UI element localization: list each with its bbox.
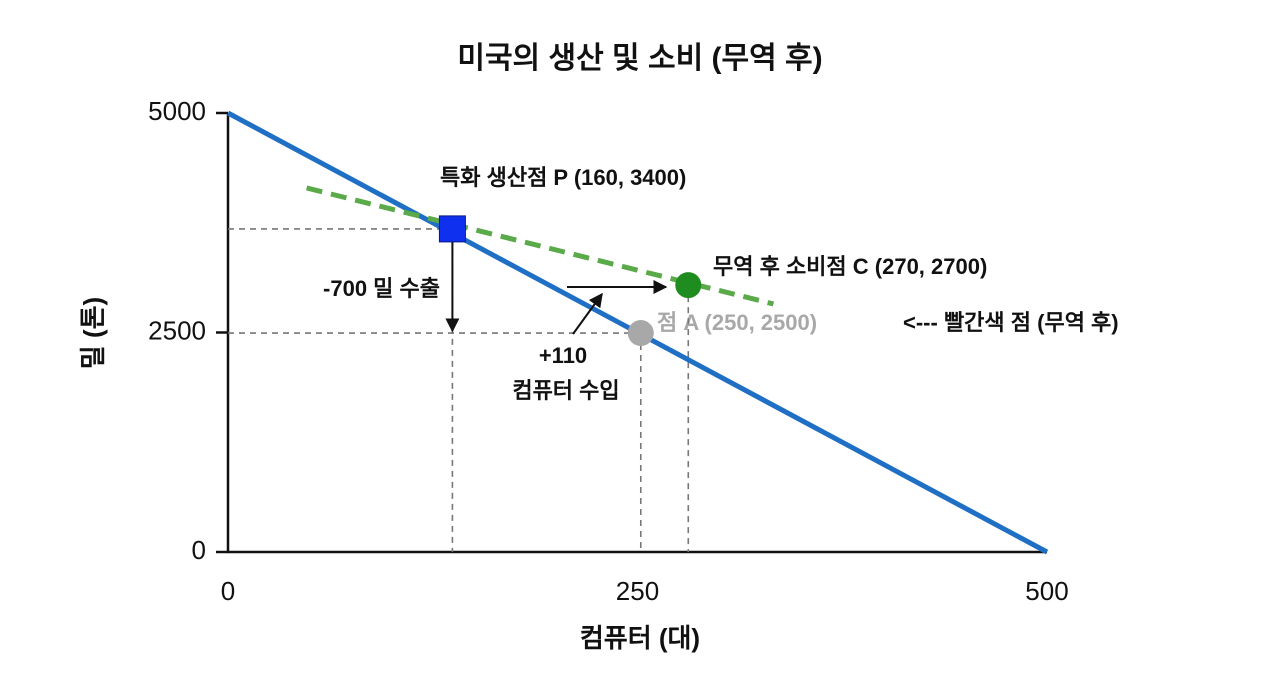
x-axis-label: 컴퓨터 (대) [580, 623, 700, 653]
annotation: 특화 생산점 P (160, 3400) [440, 165, 686, 190]
x-tick-label: 250 [616, 576, 659, 606]
annotation: <--- 빨간색 점 (무역 후) [903, 310, 1119, 335]
point-marker [627, 320, 654, 347]
point-marker [438, 215, 466, 243]
arrow [572, 292, 603, 335]
annotation: -700 밀 수출 [323, 276, 440, 301]
chart-title: 미국의 생산 및 소비 (무역 후) [457, 42, 822, 75]
point-marker [675, 272, 702, 299]
y-axis-label: 밀 (톤) [78, 297, 108, 369]
x-tick-label: 0 [221, 576, 235, 606]
y-tick-label: 0 [192, 535, 206, 565]
annotation: +110 [539, 343, 587, 368]
x-tick-label: 500 [1025, 576, 1068, 606]
annotation: 컴퓨터 수입 [512, 378, 619, 403]
y-tick-label: 5000 [148, 96, 206, 126]
y-tick-label: 2500 [148, 315, 206, 345]
annotation: 점 A (250, 2500) [657, 310, 817, 335]
annotation: 무역 후 소비점 C (270, 2700) [713, 254, 987, 279]
